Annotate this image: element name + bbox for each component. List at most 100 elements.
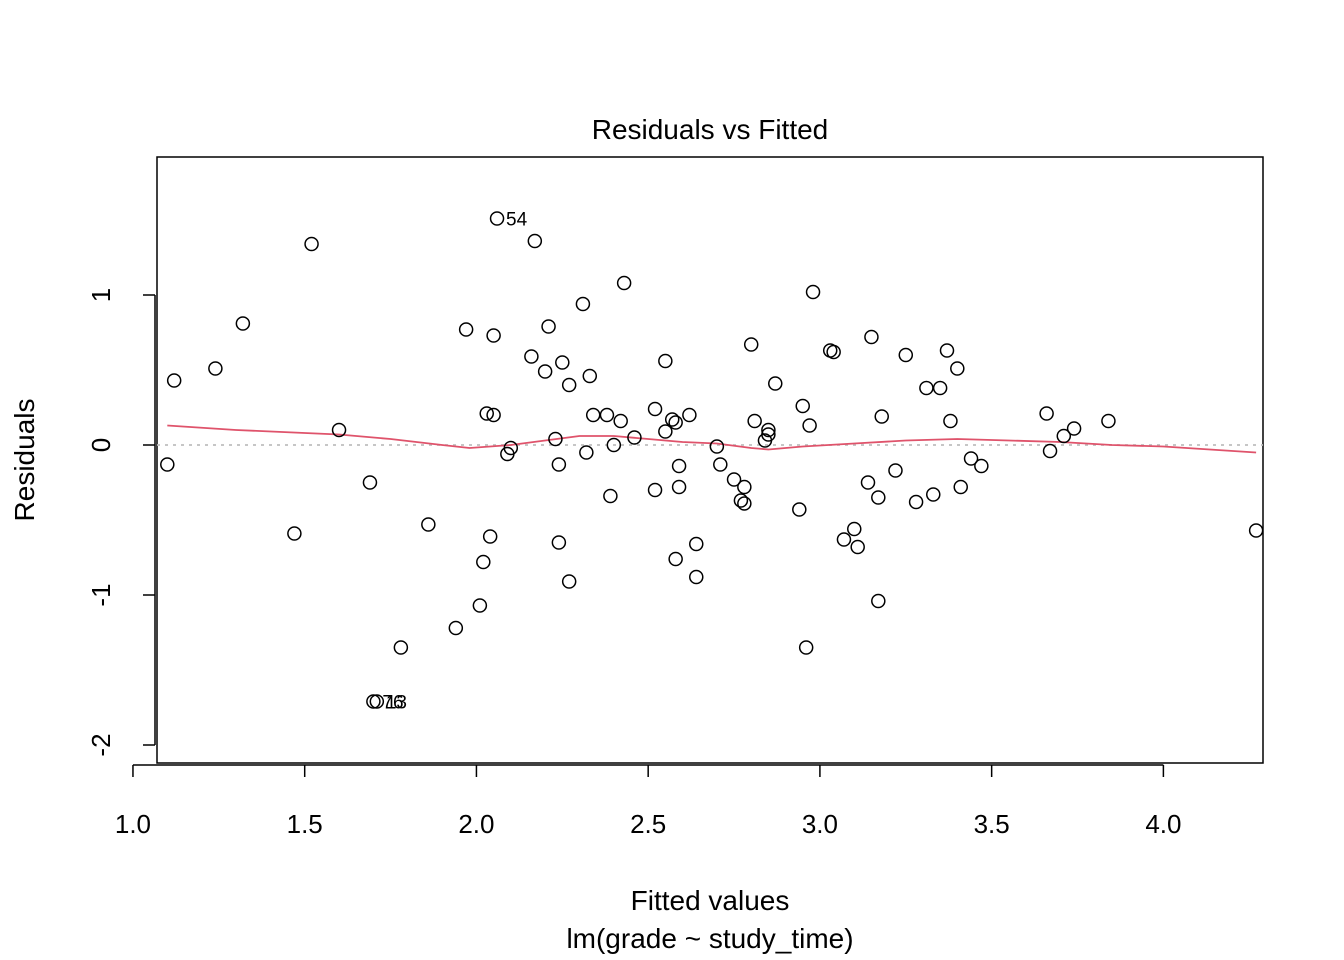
data-point <box>627 430 642 445</box>
data-point <box>235 316 251 331</box>
plot-frame <box>156 156 1264 764</box>
data-point <box>599 407 615 423</box>
data-point <box>541 319 556 334</box>
data-point <box>476 554 491 570</box>
data-point <box>932 380 948 396</box>
data-point <box>963 451 979 466</box>
y-axis-title: Residuals <box>9 399 40 522</box>
data-point <box>747 413 762 429</box>
x-axis-title: Fitted values <box>631 885 790 916</box>
data-point <box>871 593 886 609</box>
data-point <box>458 322 474 337</box>
data-point <box>527 233 543 249</box>
data-point <box>826 344 841 360</box>
y-tick-label: -1 <box>86 583 116 606</box>
data-point <box>1039 406 1054 421</box>
point-label: 13 <box>386 693 407 714</box>
data-point <box>555 355 570 370</box>
data-point <box>287 526 302 541</box>
data-point <box>798 640 814 655</box>
data-point <box>548 431 563 447</box>
chart-subtitle: lm(grade ~ study_time) <box>566 923 853 954</box>
data-point <box>919 380 934 396</box>
data-point <box>606 437 622 453</box>
data-point <box>874 409 889 424</box>
data-point <box>421 517 436 532</box>
data-point <box>671 458 687 474</box>
data-point <box>888 463 903 478</box>
data-point <box>366 694 381 709</box>
x-tick-label: 3.5 <box>974 809 1010 839</box>
data-point <box>939 343 955 358</box>
data-point <box>871 490 886 505</box>
data-point <box>974 458 989 474</box>
data-point <box>737 496 752 511</box>
data-point <box>1248 523 1264 538</box>
x-tick-label: 3.0 <box>802 809 838 839</box>
x-tick-label: 4.0 <box>1145 809 1181 839</box>
data-point <box>561 574 577 589</box>
data-point <box>953 479 968 495</box>
data-point <box>503 440 519 456</box>
x-tick-label: 1.5 <box>287 809 323 839</box>
smooth-line <box>167 424 1257 454</box>
data-point <box>479 406 494 421</box>
data-point <box>908 494 924 510</box>
data-point <box>761 427 776 442</box>
x-tick-label: 2.0 <box>458 809 494 839</box>
data-point <box>1066 421 1082 436</box>
data-point <box>726 472 742 487</box>
data-point <box>208 361 223 376</box>
data-point <box>713 457 728 472</box>
x-tick-label: 1.0 <box>115 809 151 839</box>
data-point <box>898 347 914 363</box>
y-tick-label: 0 <box>86 438 116 452</box>
data-point <box>943 413 958 429</box>
data-point <box>616 275 632 291</box>
data-point <box>761 422 776 438</box>
point-label: 76 <box>382 693 403 714</box>
data-point <box>792 502 807 517</box>
data-point <box>331 422 347 438</box>
data-point <box>304 236 319 252</box>
data-point <box>795 398 810 414</box>
point-label: 54 <box>506 210 528 231</box>
data-point <box>166 373 182 388</box>
data-point <box>362 475 378 490</box>
data-point <box>524 349 539 364</box>
data-point <box>393 640 409 655</box>
data-point <box>768 376 783 391</box>
data-point <box>689 536 704 552</box>
y-tick-label: -2 <box>86 733 116 756</box>
data-point <box>486 328 501 343</box>
data-point <box>537 364 553 379</box>
data-point <box>613 413 628 429</box>
data-point <box>743 337 759 352</box>
data-point <box>664 412 680 427</box>
data-point <box>551 535 567 550</box>
data-point <box>472 598 488 613</box>
data-point <box>860 475 876 490</box>
data-point <box>668 551 683 567</box>
data-point <box>1056 428 1072 444</box>
data-point <box>802 418 817 433</box>
data-point <box>489 211 505 226</box>
data-point <box>486 407 501 423</box>
data-point <box>1042 443 1058 459</box>
data-point <box>926 487 941 502</box>
data-point <box>369 694 385 709</box>
data-point <box>582 368 598 384</box>
data-point <box>682 407 697 423</box>
data-point <box>847 521 862 537</box>
data-point <box>647 401 663 417</box>
data-point <box>579 445 594 460</box>
data-point <box>575 296 591 312</box>
data-point <box>658 353 673 369</box>
chart-title: Residuals vs Fitted <box>592 114 829 145</box>
data-point <box>836 532 852 547</box>
data-point <box>1101 413 1116 429</box>
data-point <box>850 539 865 555</box>
data-point <box>733 493 749 508</box>
data-point <box>551 457 567 472</box>
